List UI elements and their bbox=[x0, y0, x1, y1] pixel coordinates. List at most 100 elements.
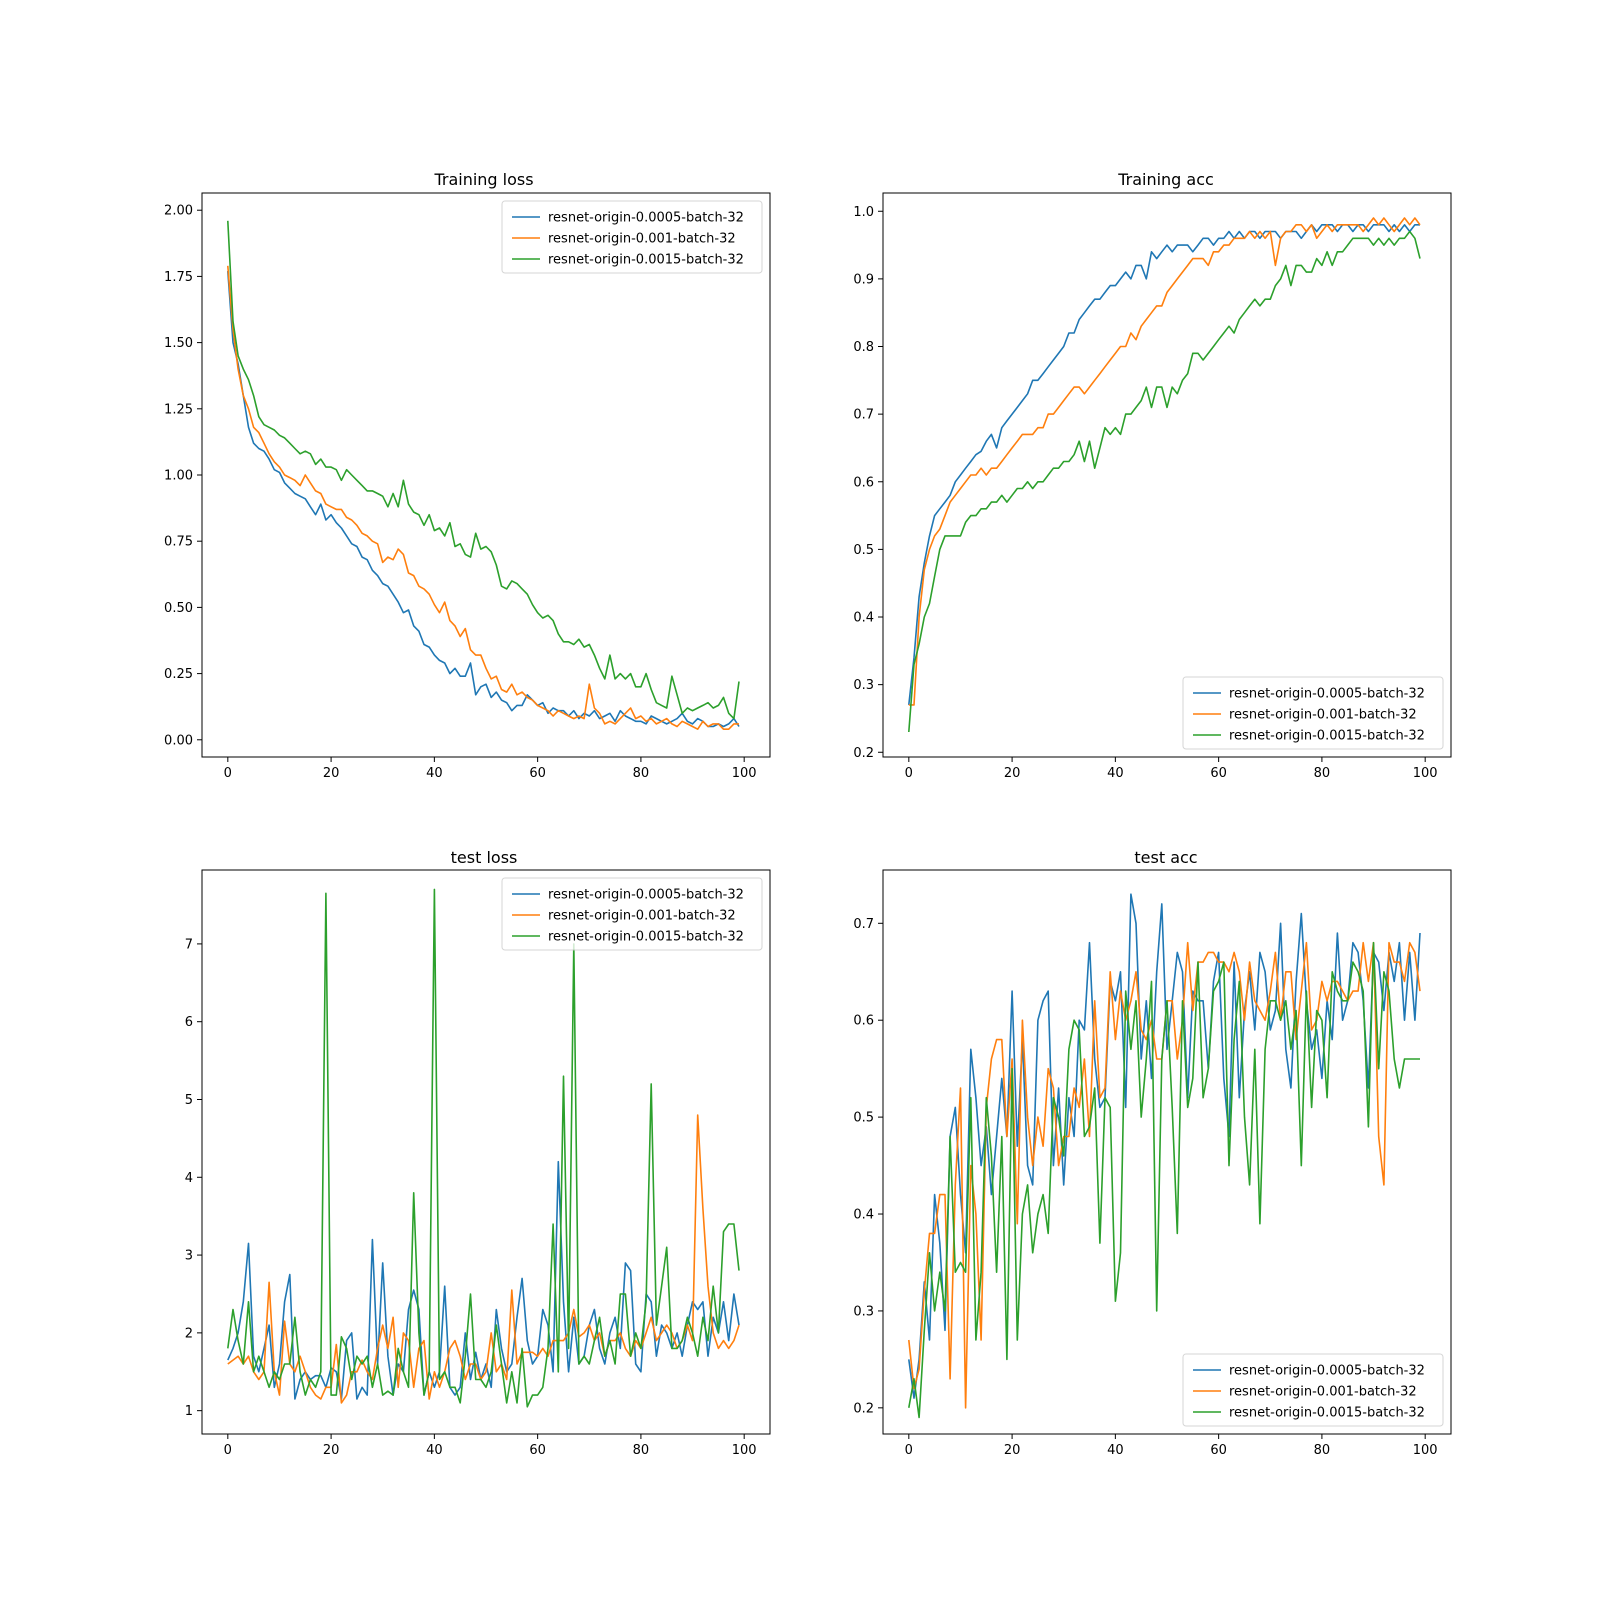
y-tick-label: 0.3 bbox=[853, 678, 874, 693]
y-tick-label: 1 bbox=[185, 1404, 193, 1419]
y-tick-label: 1.75 bbox=[164, 270, 193, 285]
x-tick-label: 0 bbox=[905, 766, 913, 781]
x-tick-label: 80 bbox=[1314, 1443, 1331, 1458]
chart-test-acc: test acc 0 20 40 60 80 100 0.2 0.3 0.4 0.5 0.6 0.7 r… bbox=[853, 848, 1452, 1458]
plot-area bbox=[908, 217, 1421, 733]
legend-label-1: resnet-origin-0.001-batch-32 bbox=[548, 909, 736, 924]
legend-box bbox=[1182, 1353, 1444, 1427]
axes-frame bbox=[201, 869, 771, 1435]
x-tick-label: 60 bbox=[1210, 1443, 1227, 1458]
legend: resnet-origin-0.0005-batch-32 resnet-orig… bbox=[1182, 676, 1444, 750]
legend-label-1: resnet-origin-0.001-batch-32 bbox=[1229, 1385, 1417, 1400]
y-tick-label: 1.00 bbox=[164, 469, 193, 484]
legend-label-2: resnet-origin-0.0015-batch-32 bbox=[548, 930, 744, 945]
chart-training-loss: Training loss 0 20 40 60 80 100 0.00 0.25 0.50 0.… bbox=[164, 170, 771, 781]
y-tick-label: 0.8 bbox=[853, 340, 874, 355]
x-tick-label: 40 bbox=[1107, 766, 1124, 781]
series-line-0 bbox=[227, 271, 740, 728]
x-tick-label: 20 bbox=[1004, 1443, 1021, 1458]
chart-title: test loss bbox=[451, 848, 518, 867]
axes-frame bbox=[882, 869, 1452, 1435]
x-tick-label: 40 bbox=[1107, 1443, 1124, 1458]
plot-area bbox=[227, 888, 740, 1408]
y-tick-label: 2 bbox=[185, 1326, 193, 1341]
y-tick-label: 7 bbox=[185, 937, 193, 952]
legend-label-1: resnet-origin-0.001-batch-32 bbox=[548, 232, 736, 247]
plot-area bbox=[227, 220, 740, 731]
y-tick-label: 0.4 bbox=[853, 611, 874, 626]
series-line-1 bbox=[227, 265, 739, 731]
y-tick-label: 0.4 bbox=[853, 1208, 874, 1223]
y-tick-label: 0.00 bbox=[164, 733, 193, 748]
series-line-1 bbox=[908, 941, 1421, 1409]
x-tick-label: 40 bbox=[426, 766, 443, 781]
x-tick-label: 60 bbox=[529, 1443, 546, 1458]
legend-label-0: resnet-origin-0.0005-batch-32 bbox=[548, 211, 744, 226]
series-line-2 bbox=[908, 230, 1421, 733]
legend-box bbox=[501, 200, 763, 274]
x-tick-label: 40 bbox=[426, 1443, 443, 1458]
legend-label-2: resnet-origin-0.0015-batch-32 bbox=[548, 253, 744, 268]
legend-label-0: resnet-origin-0.0005-batch-32 bbox=[1229, 1364, 1425, 1379]
y-tick-label: 0.2 bbox=[853, 1401, 874, 1416]
axes-frame bbox=[882, 192, 1452, 758]
chart-test-loss: test loss 0 20 40 60 80 100 1 2 3 4 5 6 7 resnet-orig… bbox=[185, 848, 771, 1458]
legend-label-2: resnet-origin-0.0015-batch-32 bbox=[1229, 729, 1425, 744]
x-tick-label: 0 bbox=[224, 1443, 232, 1458]
y-tick-label: 0.50 bbox=[164, 601, 193, 616]
chart-title: test acc bbox=[1134, 848, 1197, 867]
y-tick-label: 6 bbox=[185, 1015, 193, 1030]
legend: resnet-origin-0.0005-batch-32 resnet-orig… bbox=[501, 877, 763, 951]
y-tick-label: 1.0 bbox=[853, 205, 874, 220]
y-tick-label: 5 bbox=[185, 1093, 193, 1108]
chart-title: Training acc bbox=[1117, 170, 1214, 189]
series-line-1 bbox=[908, 217, 1421, 706]
y-tick-label: 4 bbox=[185, 1171, 193, 1186]
y-tick-label: 0.5 bbox=[853, 1111, 874, 1126]
y-tick-label: 0.6 bbox=[853, 475, 874, 490]
x-tick-label: 0 bbox=[905, 1443, 913, 1458]
legend-box bbox=[1182, 676, 1444, 750]
y-tick-label: 0.6 bbox=[853, 1014, 874, 1029]
chart-title: Training loss bbox=[433, 170, 533, 189]
y-tick-label: 0.9 bbox=[853, 272, 874, 287]
legend-label-2: resnet-origin-0.0015-batch-32 bbox=[1229, 1406, 1425, 1421]
y-tick-label: 0.7 bbox=[853, 408, 874, 423]
y-tick-label: 0.5 bbox=[853, 543, 874, 558]
x-tick-label: 80 bbox=[633, 766, 650, 781]
x-tick-label: 100 bbox=[1413, 1443, 1438, 1458]
y-tick-label: 2.00 bbox=[164, 204, 193, 219]
y-tick-label: 0.2 bbox=[853, 746, 874, 761]
y-tick-label: 0.75 bbox=[164, 535, 193, 550]
legend-label-1: resnet-origin-0.001-batch-32 bbox=[1229, 708, 1417, 723]
series-line-0 bbox=[908, 224, 1420, 705]
y-tick-label: 3 bbox=[185, 1249, 193, 1264]
x-tick-label: 0 bbox=[224, 766, 232, 781]
x-tick-label: 20 bbox=[323, 1443, 340, 1458]
legend: resnet-origin-0.0005-batch-32 resnet-orig… bbox=[501, 200, 763, 274]
x-tick-label: 20 bbox=[1004, 766, 1021, 781]
y-tick-label: 1.50 bbox=[164, 336, 193, 351]
x-tick-label: 100 bbox=[732, 1443, 757, 1458]
series-line-2 bbox=[908, 941, 1420, 1419]
x-tick-label: 80 bbox=[633, 1443, 650, 1458]
chart-training-acc: Training acc 0 20 40 60 80 100 0.2 0.3 0.4 0.5 0.6… bbox=[853, 170, 1452, 781]
y-tick-label: 1.25 bbox=[164, 402, 193, 417]
series-line-2 bbox=[227, 888, 740, 1408]
y-tick-label: 0.7 bbox=[853, 917, 874, 932]
series-line-1 bbox=[227, 1114, 740, 1404]
x-tick-label: 100 bbox=[732, 766, 757, 781]
plot-area bbox=[908, 893, 1421, 1419]
y-tick-label: 0.25 bbox=[164, 667, 193, 682]
y-tick-label: 0.3 bbox=[853, 1304, 874, 1319]
x-tick-label: 100 bbox=[1413, 766, 1438, 781]
series-line-2 bbox=[227, 220, 740, 720]
series-line-0 bbox=[908, 893, 1421, 1399]
x-tick-label: 60 bbox=[1210, 766, 1227, 781]
legend-box bbox=[501, 877, 763, 951]
axes-frame bbox=[201, 192, 771, 758]
legend: resnet-origin-0.0005-batch-32 resnet-orig… bbox=[1182, 1353, 1444, 1427]
legend-label-0: resnet-origin-0.0005-batch-32 bbox=[548, 888, 744, 903]
x-tick-label: 20 bbox=[323, 766, 340, 781]
